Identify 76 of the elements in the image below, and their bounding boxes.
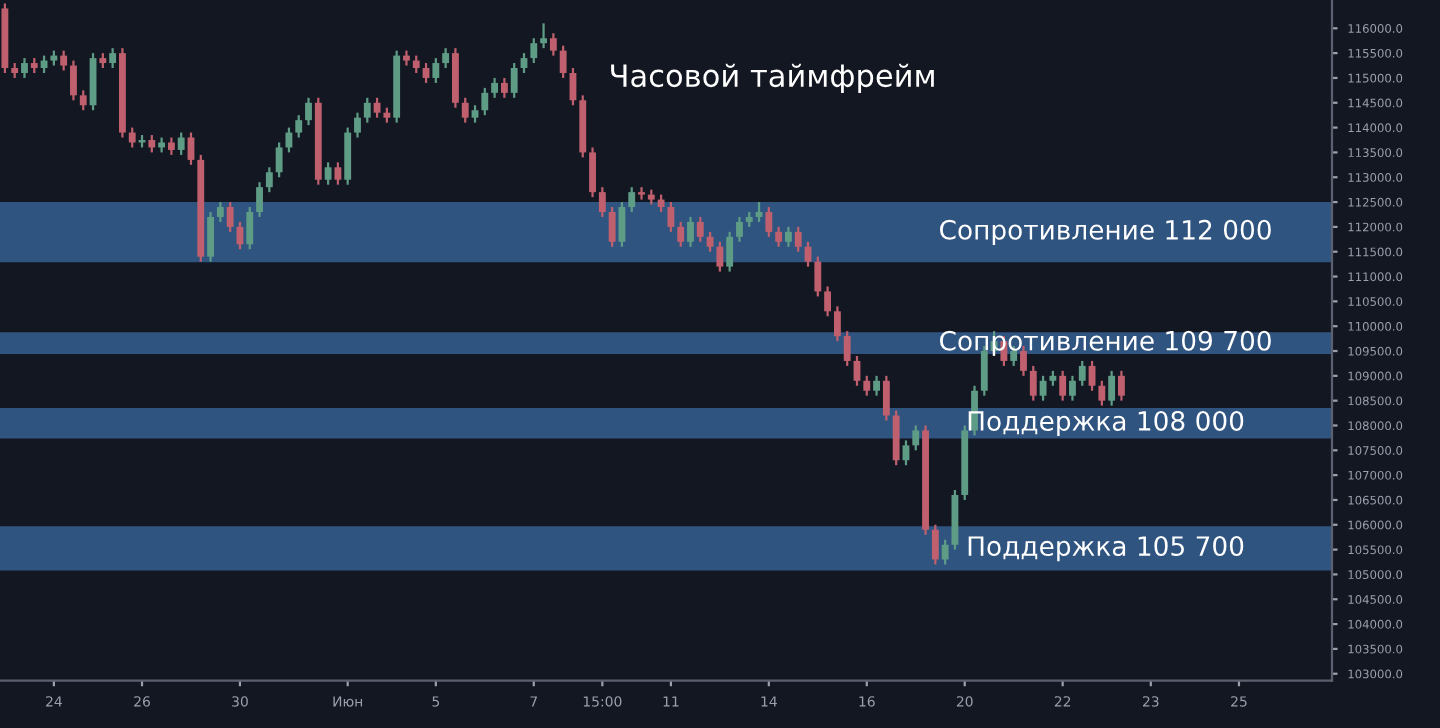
- candlestick: [177, 131, 185, 157]
- candlestick: [726, 230, 734, 273]
- candlestick: [275, 141, 283, 179]
- candlestick: [618, 200, 626, 248]
- band-label: Поддержка 108 000: [968, 410, 1244, 437]
- candlestick: [285, 126, 293, 154]
- candlestick: [765, 205, 773, 238]
- candlestick: [843, 330, 851, 368]
- candlestick: [559, 44, 567, 80]
- candlestick: [628, 186, 636, 214]
- candlestick: [334, 161, 342, 186]
- candlestick: [1108, 369, 1116, 407]
- band-label: Сопротивление 112 000: [940, 219, 1271, 245]
- candlestick: [461, 96, 469, 124]
- candlestick: [863, 374, 871, 397]
- candlestick: [442, 47, 450, 70]
- candlestick: [207, 210, 214, 263]
- candlestick: [667, 200, 675, 233]
- candlestick: [216, 200, 224, 224]
- candlestick: [60, 49, 68, 72]
- candlestick: [941, 538, 949, 566]
- candlestick: [354, 111, 361, 139]
- candlestick: [638, 186, 645, 201]
- text: Часовой таймфрейм: [611, 63, 934, 94]
- band-label: Поддержка 105 700: [968, 536, 1244, 562]
- candlestick: [785, 225, 792, 248]
- candlestick: [549, 32, 557, 57]
- candlestick: [912, 424, 920, 452]
- candlestick: [530, 37, 538, 65]
- candlestick: [344, 126, 352, 186]
- candlestick: [608, 205, 616, 248]
- candlestick: [70, 59, 77, 102]
- candlestick: [363, 96, 371, 124]
- candlestick: [716, 240, 724, 273]
- candlestick: [1098, 379, 1106, 407]
- candlestick: [814, 255, 822, 298]
- candlestick: [589, 146, 596, 199]
- candlestick: [833, 305, 841, 343]
- candlestick: [500, 76, 508, 99]
- candlestick: [128, 126, 136, 149]
- candlestick: [736, 215, 743, 243]
- candlestick: [931, 523, 939, 566]
- candlestick: [1118, 369, 1125, 402]
- candlestick: [21, 56, 28, 80]
- candlestick: [775, 225, 783, 248]
- candlestick: [373, 96, 381, 119]
- candlestick: [1059, 369, 1067, 402]
- candlestick: [403, 49, 410, 67]
- candlestick: [677, 220, 685, 248]
- candlestick: [706, 230, 714, 253]
- candlestick: [687, 215, 694, 248]
- candlestick: [696, 215, 704, 243]
- candlestick: [265, 166, 273, 194]
- candlestick: [824, 285, 832, 318]
- candlestick: [432, 56, 440, 85]
- candlestick: [873, 374, 880, 397]
- candlestick: [1078, 359, 1086, 387]
- candlestick: [295, 114, 303, 139]
- candlestick: [1069, 374, 1076, 402]
- candlestick: [540, 22, 547, 50]
- candlestick: [510, 61, 518, 99]
- candlestick: [882, 374, 890, 422]
- candlestick: [246, 205, 254, 251]
- candlestick: [598, 186, 606, 219]
- candlestick: [794, 225, 802, 253]
- candlestick: [79, 89, 87, 112]
- candlestick: [481, 86, 489, 117]
- candlestick: [1029, 364, 1037, 402]
- candlestick: [491, 76, 499, 99]
- candlestick: [324, 161, 332, 186]
- candlestick: [109, 47, 117, 70]
- candlestick: [305, 96, 312, 127]
- candlestick: [1039, 374, 1047, 402]
- candlestick: [892, 409, 900, 467]
- candlestick: [256, 181, 263, 219]
- candlestick: [226, 200, 234, 233]
